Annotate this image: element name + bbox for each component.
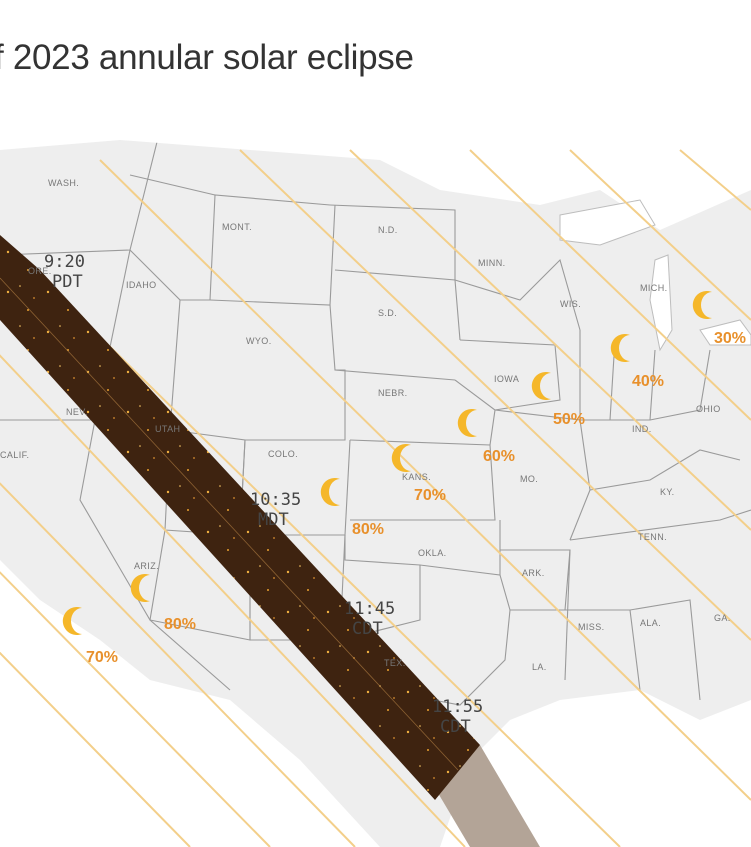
- state-label: MICH.: [640, 283, 668, 293]
- state-label: MONT.: [222, 222, 252, 232]
- time-label: 11:45: [344, 599, 395, 619]
- state-labels: WASH. ORE. IDAHO MONT. N.D. MINN. S.D. WYO. WIS.…: [0, 178, 731, 672]
- state-label: IND.: [632, 424, 652, 434]
- state-label: IOWA: [494, 374, 519, 384]
- coverage-percent: 70%: [86, 649, 118, 666]
- state-label: WIS.: [560, 299, 581, 309]
- state-label: TENN.: [638, 532, 667, 542]
- coverage-marker: 80%: [320, 478, 384, 538]
- state-label: S.D.: [378, 308, 397, 318]
- state-label: KY.: [660, 487, 675, 497]
- state-label: MO.: [520, 474, 538, 484]
- timezone-label: CDT: [352, 619, 383, 639]
- crescent-moon-icon: [610, 334, 630, 362]
- state-label: ARK.: [522, 568, 545, 578]
- state-borders: [0, 140, 751, 706]
- annularity-path: [0, 235, 480, 800]
- state-label: NEV.: [66, 407, 88, 417]
- coverage-marker: 80%: [130, 574, 196, 633]
- state-label: MISS.: [578, 622, 605, 632]
- coverage-markers: 30% 40% 50% 60% 70% 80% 80% 70%: [62, 291, 746, 666]
- coverage-percent: 60%: [483, 448, 515, 465]
- state-label: CALIF.: [0, 450, 29, 460]
- coverage-marker: 70%: [391, 444, 446, 504]
- time-label: 10:35: [250, 490, 301, 510]
- state-label: MINN.: [478, 258, 506, 268]
- coverage-percent: 40%: [632, 373, 664, 390]
- state-label: OHIO: [696, 404, 721, 414]
- map-title: f 2023 annular solar eclipse: [0, 38, 414, 77]
- state-label: KANS.: [402, 472, 431, 482]
- state-label: N.D.: [378, 225, 398, 235]
- state-label: NEBR.: [378, 388, 408, 398]
- coverage-marker: 30%: [692, 291, 746, 347]
- crescent-moon-icon: [320, 478, 340, 506]
- timezone-label: CDT: [440, 717, 471, 737]
- coverage-contours: [0, 149, 751, 847]
- state-label: ALA.: [640, 618, 661, 628]
- state-label: ORE.: [28, 266, 52, 276]
- coverage-percent: 80%: [352, 521, 384, 538]
- coverage-percent: 30%: [714, 330, 746, 347]
- state-label: ARIZ.: [134, 561, 159, 571]
- crescent-moon-icon: [692, 291, 712, 319]
- state-label: OKLA.: [418, 548, 447, 558]
- coverage-percent: 80%: [164, 616, 196, 633]
- state-label: TEX.: [384, 658, 406, 668]
- state-label: WASH.: [48, 178, 79, 188]
- state-label: IDAHO: [126, 280, 157, 290]
- timezone-label: MDT: [258, 510, 289, 530]
- coverage-percent: 50%: [553, 411, 585, 428]
- crescent-moon-icon: [130, 574, 150, 602]
- state-label: LA.: [532, 662, 547, 672]
- coverage-marker: 50%: [531, 372, 585, 428]
- state-label: UTAH: [155, 424, 180, 434]
- crescent-moon-icon: [62, 607, 82, 635]
- coverage-percent: 70%: [414, 487, 446, 504]
- coverage-marker: 70%: [62, 607, 118, 666]
- time-label: 11:55: [432, 697, 483, 717]
- coverage-marker: 40%: [610, 334, 664, 390]
- crescent-moon-icon: [531, 372, 551, 400]
- eclipse-path-shadow: [435, 745, 540, 847]
- coverage-marker: 60%: [457, 409, 515, 465]
- crescent-moon-icon: [391, 444, 411, 472]
- time-label: 9:20: [44, 252, 85, 272]
- state-label: GA.: [714, 613, 731, 623]
- state-label: WYO.: [246, 336, 272, 346]
- crescent-moon-icon: [457, 409, 477, 438]
- land: [0, 140, 751, 847]
- timezone-label: PDT: [52, 272, 83, 292]
- state-label: COLO.: [268, 449, 298, 459]
